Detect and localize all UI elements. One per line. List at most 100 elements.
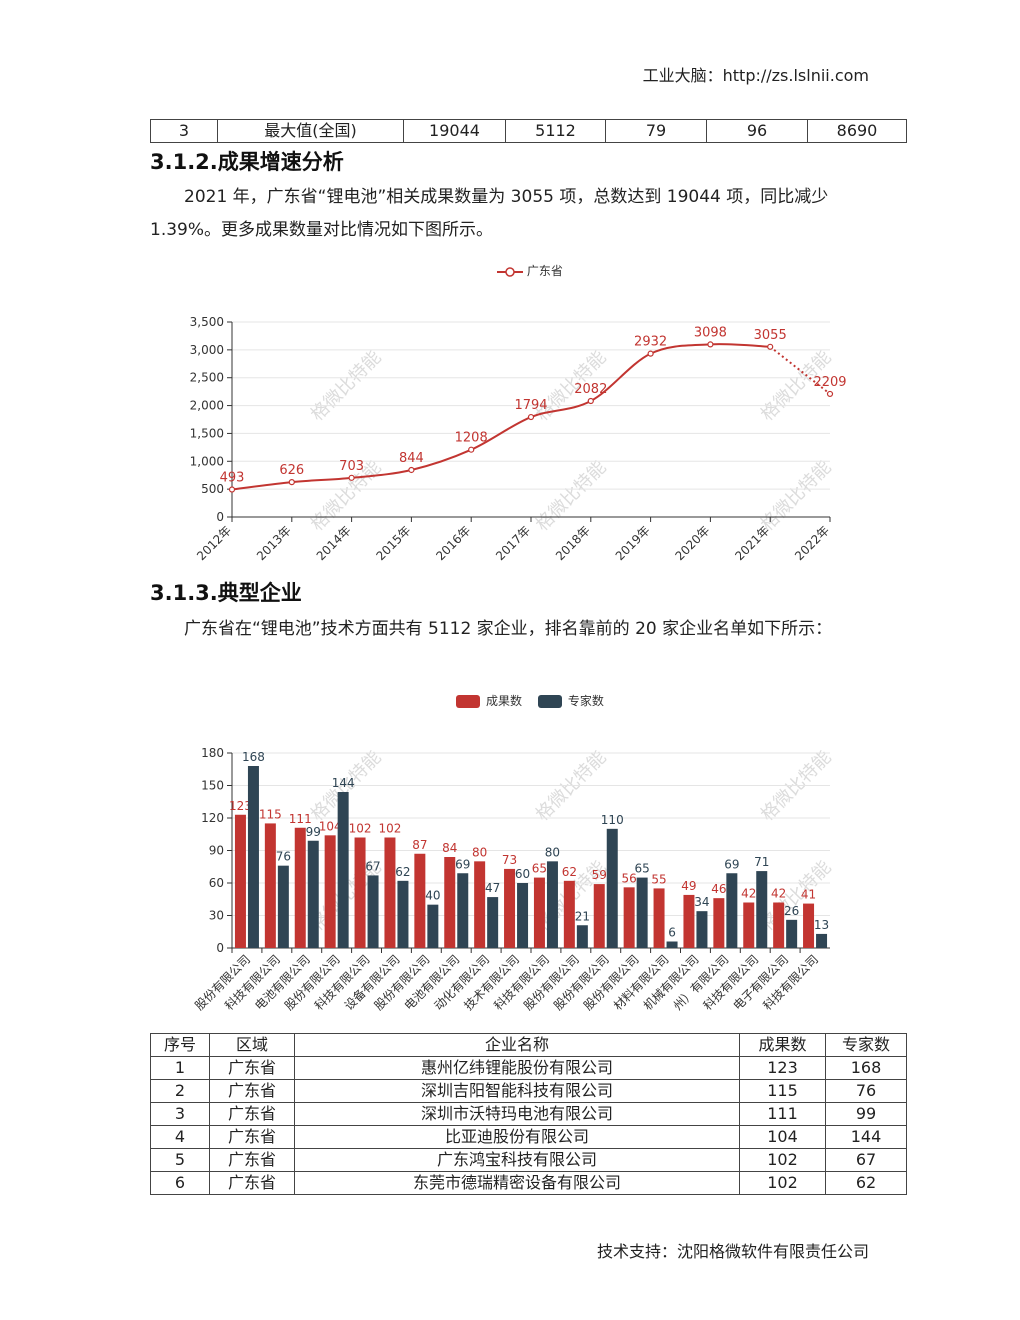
table-cell: 62	[825, 1171, 907, 1195]
summary-table: 3 最大值(全国) 19044 5112 79 96 8690	[150, 119, 907, 143]
bar	[427, 904, 439, 948]
bar	[666, 941, 678, 948]
bar	[756, 871, 768, 948]
legend-label: 专家数	[567, 694, 604, 708]
bar	[487, 897, 499, 948]
bar-value-label: 62	[395, 865, 410, 879]
table-cell: 广东鸿宝科技有限公司	[294, 1148, 740, 1172]
watermark-text: 格微比特能	[757, 457, 835, 535]
bar	[803, 903, 815, 948]
y-tick-label: 90	[209, 844, 224, 858]
bar	[653, 888, 665, 948]
bar-value-label: 60	[515, 867, 530, 881]
bar-value-label: 69	[455, 857, 470, 871]
bar-chart-legend: 成果数 专家数	[456, 692, 604, 709]
data-label: 2209	[813, 375, 846, 390]
bar	[247, 766, 259, 948]
data-point	[348, 474, 355, 481]
x-tick-label: 2012年	[194, 523, 234, 563]
table-cell: 79	[605, 119, 707, 143]
table-cell: 广东省	[209, 1102, 295, 1126]
bar	[606, 828, 618, 948]
table-cell: 广东省	[209, 1171, 295, 1195]
bar-value-label: 111	[289, 812, 312, 826]
x-tick-label: 2013年	[254, 523, 294, 563]
x-tick-label: 2015年	[374, 523, 414, 563]
table-cell: 144	[825, 1125, 907, 1149]
table-cell: 5	[150, 1148, 210, 1172]
bar-value-label: 104	[319, 819, 342, 833]
bar	[294, 827, 306, 948]
page-footer: 技术支持：沈阳格微软件有限责任公司	[596, 1242, 869, 1261]
bar	[414, 853, 426, 948]
bar	[277, 865, 289, 948]
data-label: 626	[279, 463, 304, 478]
bar-value-label: 73	[502, 853, 517, 867]
bar	[504, 868, 516, 948]
table-header-cell: 企业名称	[294, 1033, 740, 1057]
y-tick-label: 2,000	[190, 399, 224, 413]
table-row: 2 广东省 深圳吉阳智能科技有限公司 115 76	[150, 1079, 907, 1103]
data-label: 844	[399, 451, 424, 466]
x-tick-label: 2018年	[553, 523, 593, 563]
bar	[474, 861, 486, 948]
bar-value-label: 26	[784, 904, 799, 918]
table-row: 3 广东省 深圳市沃特玛电池有限公司 111 99	[150, 1102, 907, 1126]
bar	[367, 875, 379, 948]
data-label: 703	[339, 459, 364, 474]
bar	[593, 884, 605, 948]
company-table: 序号 区域 企业名称 成果数 专家数 1 广东省 惠州亿纬锂能股份有限公司 123 16…	[150, 1033, 907, 1195]
table-cell: 67	[825, 1148, 907, 1172]
table-cell: 2	[150, 1079, 210, 1103]
table-header-cell: 成果数	[739, 1033, 826, 1057]
table-row: 4 广东省 比亚迪股份有限公司 104 144	[150, 1125, 907, 1149]
bar-value-label: 115	[259, 807, 282, 821]
x-tick-label: 2016年	[433, 523, 473, 563]
y-tick-label: 120	[201, 811, 224, 825]
bar-value-label: 69	[724, 857, 739, 871]
bar-value-label: 46	[711, 882, 726, 896]
table-cell: 深圳市沃特玛电池有限公司	[294, 1102, 740, 1126]
y-tick-label: 2,500	[190, 371, 224, 385]
legend-item-achievements: 成果数	[456, 694, 526, 708]
legend-line-icon	[497, 266, 523, 277]
bar-value-label: 123	[229, 799, 252, 813]
y-tick-label: 3,500	[190, 315, 224, 329]
table-cell: 5112	[505, 119, 606, 143]
data-point	[647, 350, 654, 357]
bar-value-label: 40	[425, 889, 440, 903]
table-cell: 102	[739, 1148, 826, 1172]
data-label: 3055	[754, 328, 787, 343]
legend-swatch	[456, 695, 480, 708]
table-cell: 深圳吉阳智能科技有限公司	[294, 1079, 740, 1103]
bar-value-label: 102	[349, 822, 372, 836]
table-cell: 19044	[403, 119, 506, 143]
bar	[546, 861, 558, 948]
table-cell: 99	[825, 1102, 907, 1126]
bar-value-label: 65	[635, 862, 650, 876]
table-cell: 1	[150, 1056, 210, 1080]
growth-paragraph: 2021 年，广东省“锂电池”相关成果数量为 3055 项，总数达到 19044…	[150, 187, 829, 240]
bar-chart: 格微比特能格微比特能格微比特能格微比特能格微比特能格微比特能0306090120…	[192, 746, 835, 1013]
watermark-text: 格微比特能	[532, 457, 610, 535]
bar	[307, 840, 319, 948]
legend-label: 广东省	[526, 264, 563, 278]
data-point	[826, 390, 834, 398]
page-header: 工业大脑：http://zs.lslnii.com	[642, 66, 869, 85]
table-cell: 6	[150, 1171, 210, 1195]
y-tick-label: 0	[216, 941, 224, 955]
data-point	[707, 341, 714, 348]
bar-value-label: 84	[442, 841, 457, 855]
table-cell: 104	[739, 1125, 826, 1149]
table-cell: 3	[150, 1102, 210, 1126]
bar-value-label: 102	[378, 822, 401, 836]
x-tick-label: 2021年	[732, 523, 772, 563]
data-point	[288, 479, 295, 486]
table-cell: 广东省	[209, 1148, 295, 1172]
bar	[713, 898, 725, 948]
bar-value-label: 144	[332, 776, 355, 790]
series-line-guangdong	[231, 343, 771, 491]
data-point	[527, 413, 535, 421]
bar-value-label: 42	[771, 887, 786, 901]
